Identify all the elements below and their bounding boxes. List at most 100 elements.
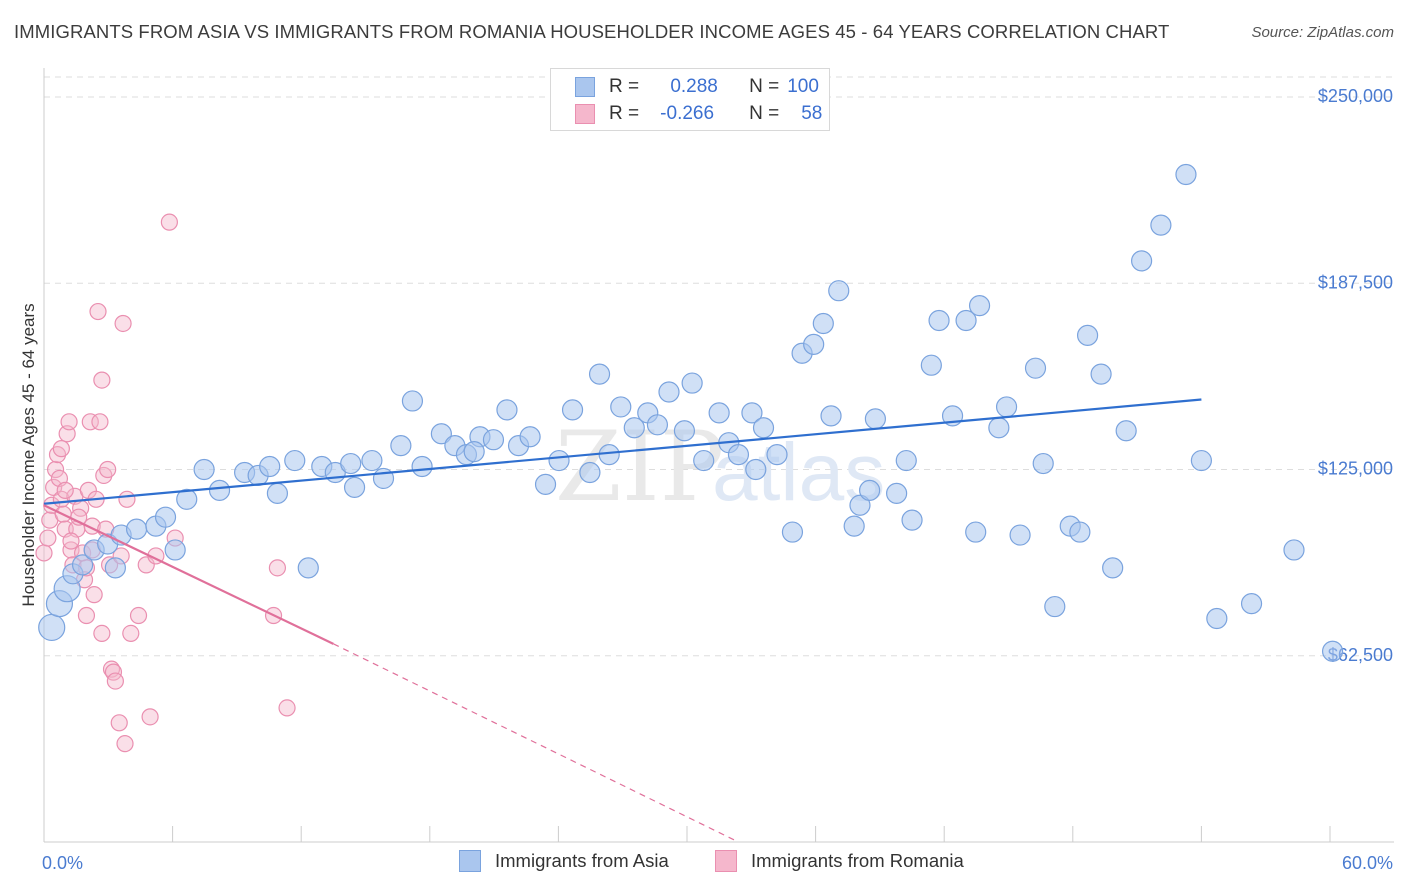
romania-point <box>60 413 78 431</box>
source-label: Source: ZipAtlas.com <box>1251 24 1394 41</box>
series-legend: Immigrants from Asia Immigrants from Rom… <box>0 850 1406 880</box>
asia-point <box>1283 539 1305 561</box>
romania-swatch <box>575 104 595 124</box>
asia-point <box>534 473 557 495</box>
asia-point <box>955 309 977 332</box>
legend-label-romania: Immigrants from Romania <box>751 850 964 871</box>
asia-point <box>859 479 881 501</box>
legend-item-asia[interactable]: Immigrants from Asia <box>459 850 669 872</box>
asia-point <box>343 476 366 498</box>
gridlines <box>44 76 1394 657</box>
romania-point <box>141 708 159 726</box>
romania-point <box>46 460 65 479</box>
asia-swatch <box>459 850 481 872</box>
asia-point <box>1024 357 1047 379</box>
asia-point <box>895 449 917 472</box>
romania-point <box>52 440 70 458</box>
asia-point <box>693 449 715 472</box>
asia-point <box>340 452 362 475</box>
trend-lines <box>43 398 1202 843</box>
asia-point <box>766 444 788 466</box>
y-tick-label: $125,000 <box>1318 459 1393 479</box>
legend-r-value: 0.288 <box>670 76 718 97</box>
asia-point <box>176 488 198 510</box>
axes <box>43 68 1394 843</box>
legend-item-romania[interactable]: Immigrants from Romania <box>715 850 964 872</box>
asia-point <box>781 521 804 543</box>
asia-point <box>361 449 383 472</box>
romania-point <box>93 624 111 643</box>
y-tick-label: $187,500 <box>1318 272 1393 292</box>
legend-n-label: N = <box>749 103 780 124</box>
legend-r-value: -0.266 <box>660 103 715 124</box>
asia-point <box>1321 640 1344 662</box>
asia-point <box>610 396 632 418</box>
romania-point <box>56 481 74 499</box>
asia-point <box>561 399 584 421</box>
romania-trend-line <box>43 504 334 645</box>
x-tick-min: 0.0% <box>42 853 83 873</box>
asia-point <box>463 441 485 463</box>
legend-label-asia: Immigrants from Asia <box>495 850 669 871</box>
asia-point <box>741 402 763 424</box>
romania-point <box>35 544 53 562</box>
romania-point <box>91 413 109 431</box>
y-axis-label: Householder Income Ages 45 - 64 years <box>19 303 38 606</box>
asia-point <box>38 613 66 642</box>
romania-point <box>278 699 296 717</box>
asia-point <box>1044 595 1066 618</box>
asia-point <box>1115 420 1137 442</box>
asia-point <box>259 455 281 478</box>
asia-point <box>623 417 645 439</box>
romania-swatch <box>715 850 737 872</box>
asia-point <box>1190 449 1213 472</box>
asia-point <box>496 399 518 421</box>
asia-point <box>284 449 306 472</box>
asia-point <box>995 396 1018 418</box>
x-tick-max: 60.0% <box>1342 853 1393 873</box>
legend-row-asia: R = 0.288 N = 100 <box>575 75 819 99</box>
legend-n-label: N = <box>749 76 780 97</box>
asia-point <box>482 429 505 451</box>
correlation-legend: R = 0.288 N = 100 R = -0.266 N = 58 <box>550 68 830 131</box>
romania-point <box>114 314 132 333</box>
asia-point <box>266 482 289 504</box>
asia-point <box>864 408 886 430</box>
asia-point <box>1150 214 1172 236</box>
romania-point <box>129 606 148 625</box>
asia-point <box>673 420 696 442</box>
asia-point <box>658 381 680 403</box>
asia-point <box>1175 163 1197 186</box>
asia-trend-line <box>43 398 1202 505</box>
asia-point <box>1076 324 1099 346</box>
romania-trend-extension <box>333 643 739 843</box>
asia-point <box>588 363 611 385</box>
asia-point <box>579 461 601 484</box>
asia-point <box>372 467 395 490</box>
asia-point <box>125 518 148 540</box>
asia-point <box>901 509 923 531</box>
romania-point <box>99 460 117 479</box>
asia-point <box>519 426 541 448</box>
asia-point <box>208 479 231 501</box>
romania-point <box>43 496 61 514</box>
romania-point <box>62 532 80 550</box>
romania-point <box>77 606 96 625</box>
asia-point <box>646 414 669 436</box>
asia-point <box>1102 557 1124 579</box>
romania-point <box>122 624 140 643</box>
asia-point <box>1090 363 1112 385</box>
romania-point <box>116 735 134 753</box>
asia-point <box>849 494 871 516</box>
romania-point <box>160 213 178 231</box>
legend-row-romania: R = -0.266 N = 58 <box>575 102 822 126</box>
romania-point <box>106 672 124 690</box>
asia-point <box>968 295 991 317</box>
asia-point <box>1240 592 1263 615</box>
romania-point <box>93 371 111 389</box>
asia-point <box>104 557 126 579</box>
romania-point <box>110 714 128 732</box>
asia-point <box>828 280 850 302</box>
romania-point <box>85 586 103 604</box>
